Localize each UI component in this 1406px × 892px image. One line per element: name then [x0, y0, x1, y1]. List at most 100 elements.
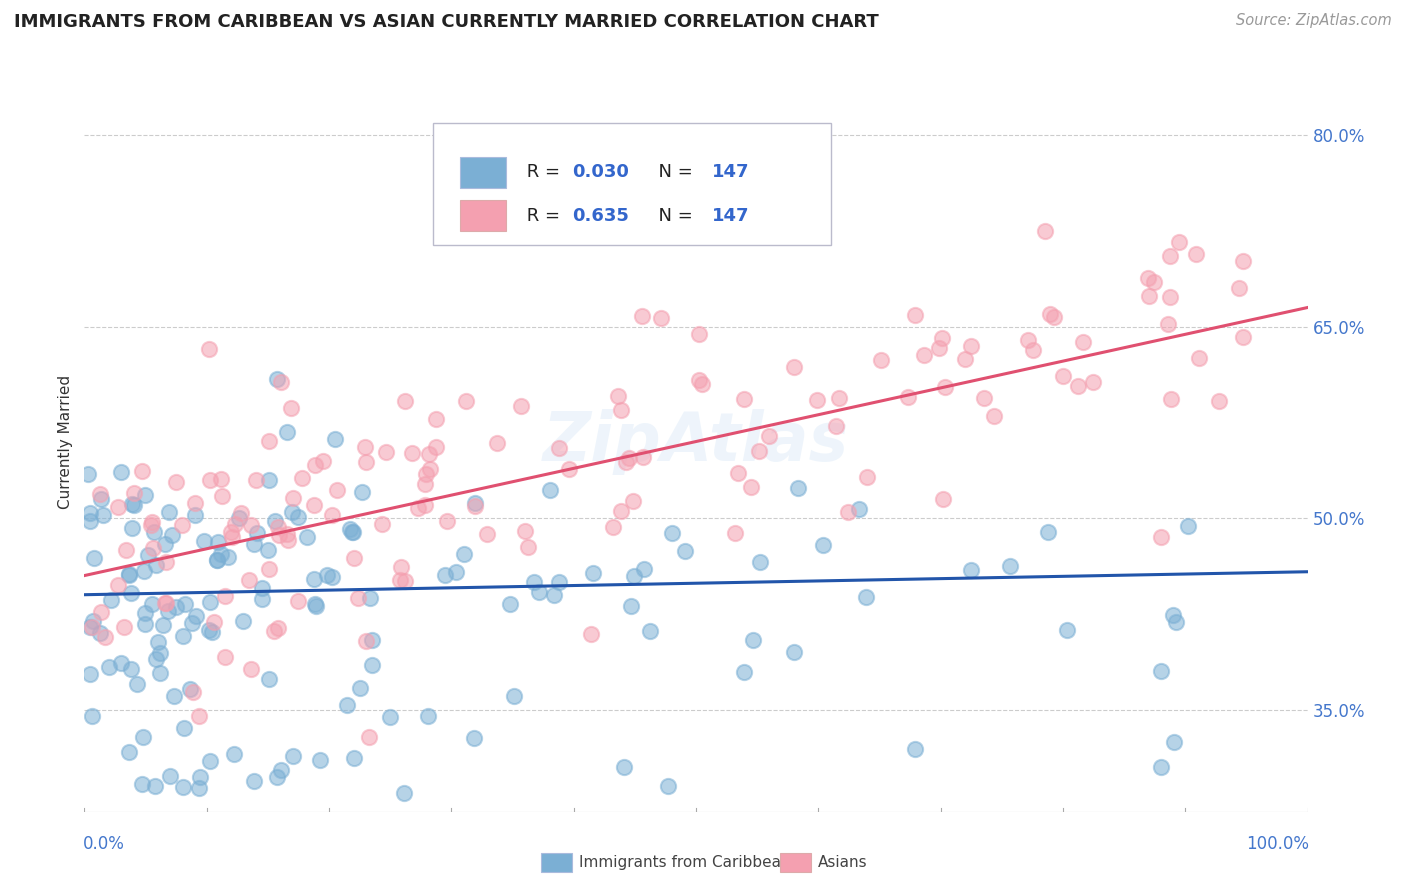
Point [360, 658, 382, 673]
Point [141, 597, 163, 611]
Point [811, 538, 834, 552]
Point [134, 606, 156, 620]
Point [436, 514, 458, 528]
Point [112, 620, 135, 634]
Bar [460, 156, 506, 187]
Point [983, 409, 1005, 423]
Point [304, 597, 326, 611]
Point [855, 591, 877, 605]
Y-axis label: Currently Married: Currently Married [58, 375, 73, 508]
Point [378, 710, 401, 724]
Point [1137, 271, 1160, 285]
Point [134, 616, 156, 631]
Point [280, 505, 302, 519]
Point [623, 569, 645, 583]
Point [240, 518, 263, 533]
Text: 100.0%: 100.0% [1246, 835, 1309, 853]
Point [904, 742, 927, 756]
Point [131, 465, 153, 479]
Point [360, 632, 382, 647]
Point [257, 562, 280, 576]
Point [90, 605, 112, 619]
Point [733, 392, 755, 406]
Point [928, 341, 950, 355]
Point [1150, 530, 1173, 544]
Point [305, 599, 328, 614]
Point [181, 684, 204, 698]
Point [120, 586, 142, 600]
Point [690, 376, 713, 391]
Point [143, 780, 166, 794]
Point [264, 515, 287, 529]
Point [280, 401, 302, 415]
Point [828, 391, 851, 405]
Point [724, 525, 747, 540]
Point [620, 599, 643, 613]
Point [181, 616, 204, 631]
Point [742, 632, 765, 647]
Point [118, 745, 141, 759]
Point [1067, 379, 1090, 393]
Point [613, 759, 636, 773]
Point [107, 500, 129, 514]
Point [453, 547, 475, 561]
Point [198, 342, 221, 356]
Point [617, 450, 640, 465]
Point [359, 591, 381, 605]
Point [513, 524, 536, 539]
Point [198, 594, 221, 608]
Point [145, 558, 167, 572]
Point [401, 446, 423, 460]
Point [454, 394, 477, 409]
Point [121, 520, 143, 534]
Point [621, 494, 644, 508]
Point [243, 773, 266, 788]
Point [869, 353, 891, 368]
Point [848, 502, 870, 516]
Point [125, 677, 148, 691]
Point [1081, 375, 1104, 389]
Point [464, 496, 486, 510]
Point [149, 665, 172, 680]
Point [184, 496, 207, 510]
Point [499, 597, 522, 611]
Point [688, 373, 710, 387]
Point [1052, 369, 1074, 384]
Point [582, 566, 605, 580]
Point [1139, 289, 1161, 303]
Point [749, 556, 772, 570]
Point [141, 518, 163, 533]
Point [350, 485, 373, 500]
Point [1150, 665, 1173, 679]
Point [1042, 310, 1064, 325]
Point [124, 498, 146, 512]
Point [198, 473, 221, 487]
Point [209, 472, 232, 486]
Point [156, 604, 179, 618]
Point [309, 753, 332, 767]
Point [136, 548, 159, 562]
Text: N =: N = [647, 207, 699, 225]
Point [1164, 615, 1187, 630]
Point [291, 470, 314, 484]
Text: R =: R = [522, 207, 565, 225]
Point [276, 425, 298, 440]
Point [1157, 318, 1180, 332]
Point [142, 524, 165, 539]
Point [1150, 760, 1173, 774]
Point [321, 508, 343, 522]
Point [159, 770, 181, 784]
Point [201, 624, 224, 639]
Point [250, 581, 273, 595]
Point [257, 474, 280, 488]
Point [1033, 224, 1056, 238]
Point [83, 551, 105, 566]
Point [1208, 394, 1230, 409]
Point [172, 518, 194, 533]
Point [172, 780, 194, 794]
Point [371, 517, 394, 532]
Point [783, 359, 806, 374]
Point [1056, 624, 1078, 638]
Point [209, 547, 232, 561]
Text: Immigrants from Caribbean: Immigrants from Caribbean [579, 855, 792, 870]
